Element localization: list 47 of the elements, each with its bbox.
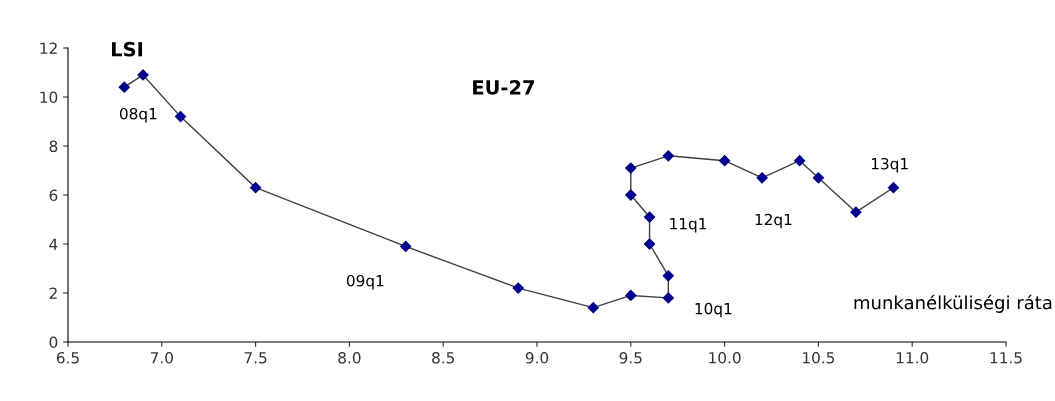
y-tick-label: 0 [49,336,58,349]
point [587,302,599,314]
y-tick-label: 12 [40,42,57,54]
point [718,155,731,167]
point [643,211,656,223]
y-tick-label: 2 [49,287,57,299]
annotation: 10q1 [695,302,732,318]
y-tick-label: 4 [49,238,58,250]
point [400,240,412,253]
point [887,182,900,194]
point [662,150,674,162]
point [118,81,130,93]
point [643,238,656,250]
point [625,189,637,201]
annotation: 12q1 [755,213,792,229]
point [756,172,768,184]
y-tick-label: 6 [49,189,58,202]
y-axis-title: LSI [112,41,143,57]
x-tick-label: 10.0 [709,351,741,364]
x-tick-label: 7.5 [244,352,267,364]
point [249,182,262,194]
point [812,172,825,184]
x-tick-label: 9.0 [525,351,549,364]
annotation: 08q1 [119,107,157,123]
point [625,289,637,302]
point [512,282,524,294]
x-tick-label: 10.5 [803,351,835,364]
annotation: 13q1 [871,157,908,173]
point [174,110,187,123]
y-tick-label: 10 [40,91,58,104]
point [662,292,674,304]
x-tick-label: 11.5 [990,352,1022,364]
point [794,155,806,167]
point [662,270,674,282]
x-tick-label: 8.5 [432,351,455,364]
annotation: 09q1 [346,274,384,290]
x-tick-label: 9.5 [619,351,642,364]
point [625,162,637,174]
text: EU-27 [473,80,534,95]
annotation: 11q1 [670,218,707,233]
x-tick-label: 6.5 [56,351,79,364]
point [850,206,862,218]
x-tick-label: 7.0 [150,351,173,364]
x-axis-title: munkanélküliségi ráta [854,294,1052,313]
x-tick-label: 11.0 [896,351,929,364]
x-tick-label: 8.0 [338,351,361,364]
y-tick-label: 8 [49,140,58,153]
